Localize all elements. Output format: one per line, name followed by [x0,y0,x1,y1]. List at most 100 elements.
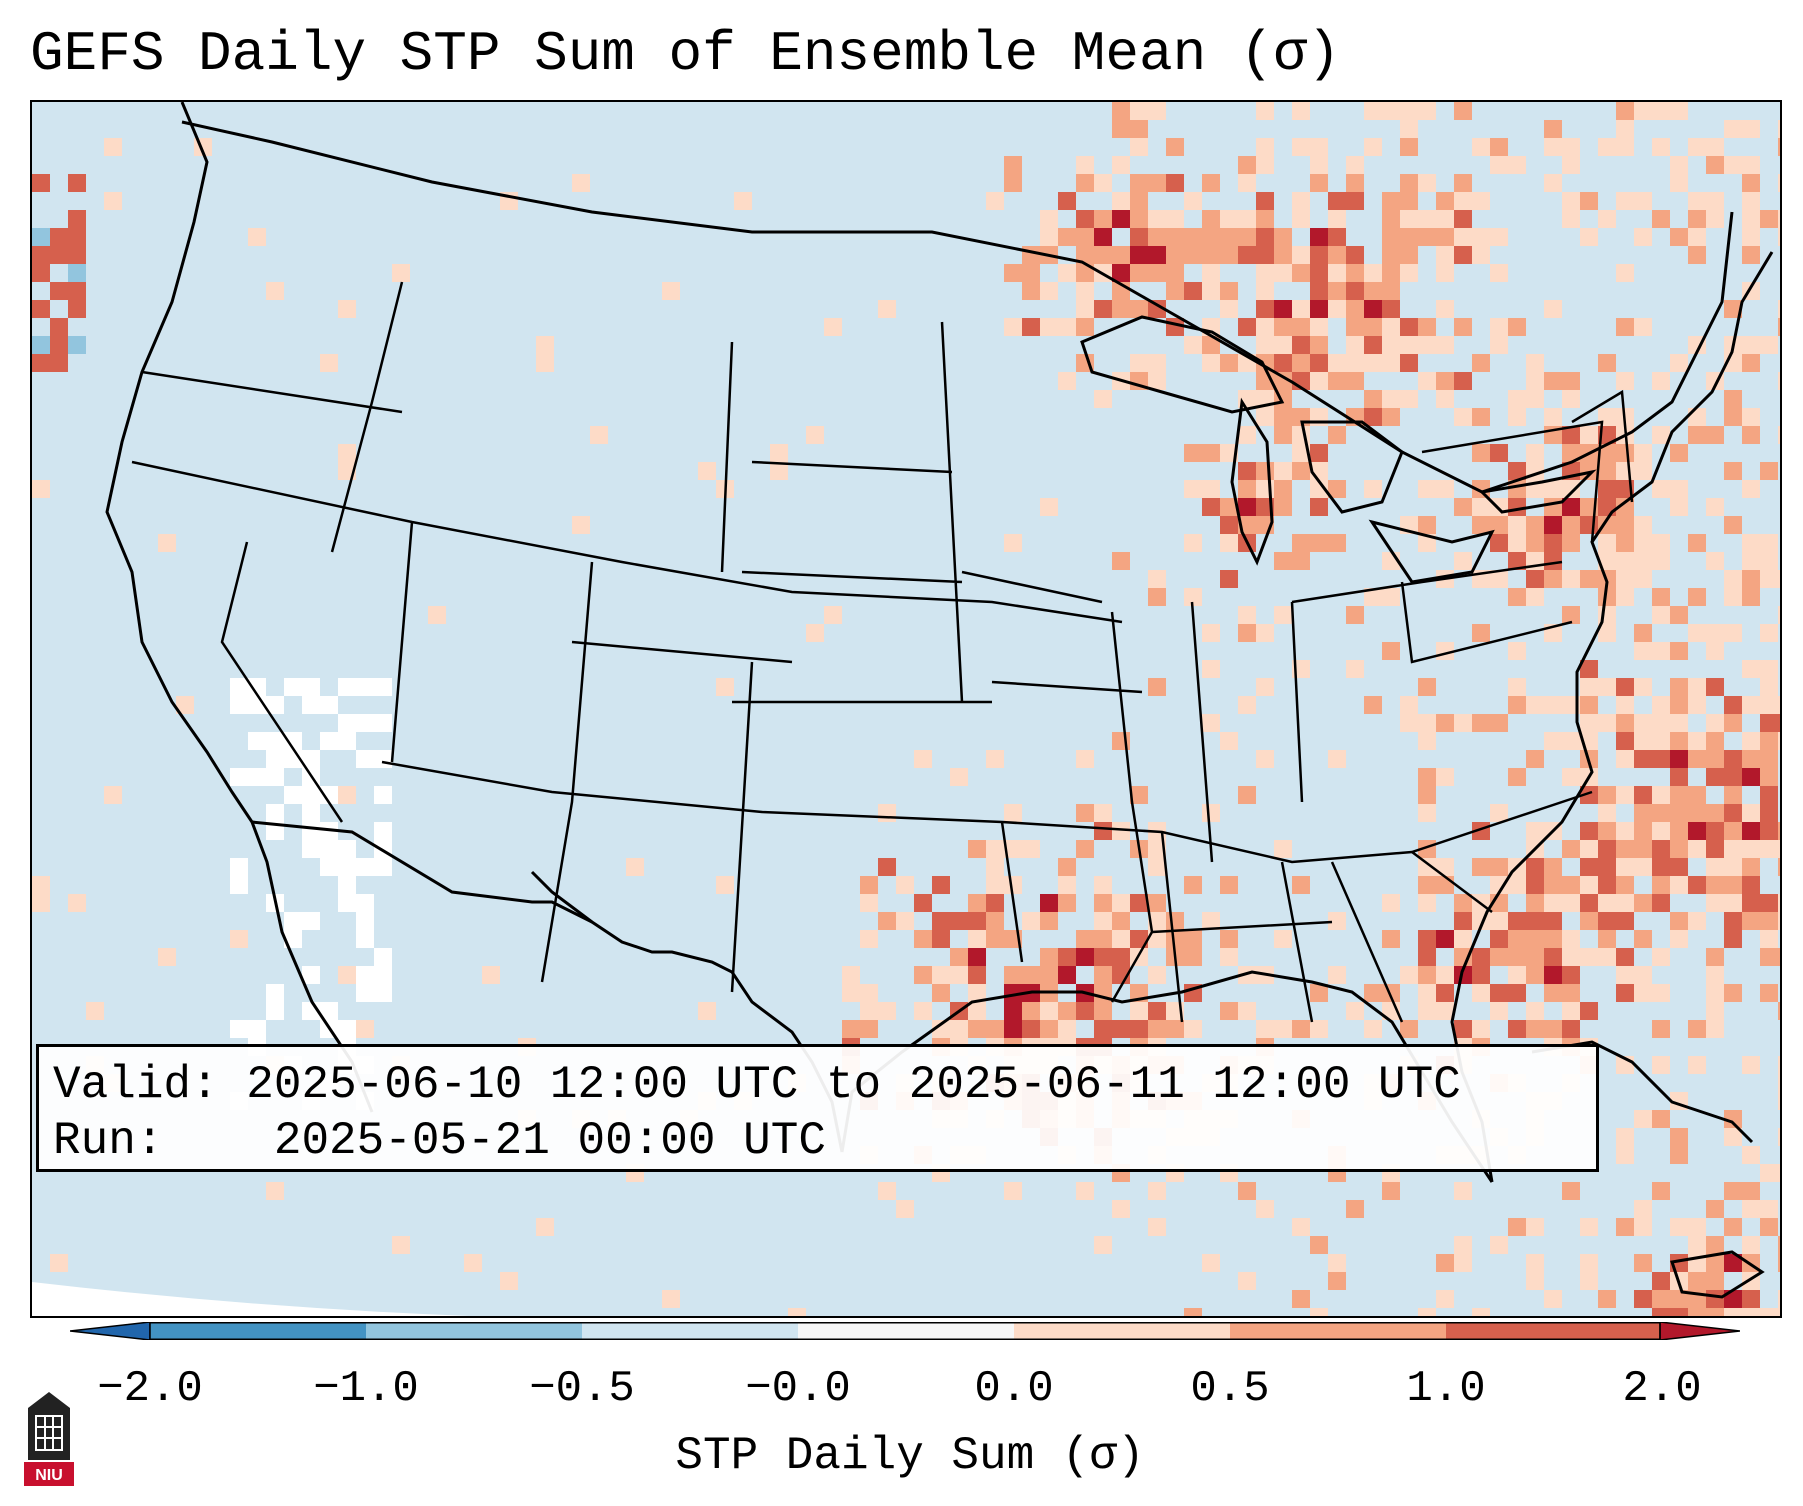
stp-cell [1436,336,1454,354]
stp-cell [896,876,914,894]
stp-cell [1202,228,1220,246]
stp-cell [1580,696,1598,714]
stp-cell [878,1182,896,1200]
stp-cell [1310,300,1328,318]
stp-cell [302,678,320,696]
stp-cell [932,1020,950,1038]
stp-cell [1706,876,1724,894]
stp-cell [1094,1020,1112,1038]
stp-cell [806,624,824,642]
stp-cell [1706,894,1724,912]
stp-cell [1616,786,1634,804]
mexico-border [251,820,593,924]
stp-cell [968,1002,986,1020]
stp-cell [1256,210,1274,228]
stp-cell [1742,534,1760,552]
stp-cell [1508,1020,1526,1038]
stp-cell [1400,210,1418,228]
stp-cell [1562,516,1580,534]
stp-cell [1130,210,1148,228]
stp-cell [986,876,1004,894]
stp-cell [1148,894,1166,912]
stp-cell [1472,408,1490,426]
stp-cell [1688,822,1706,840]
stp-cell [1724,840,1742,858]
stp-cell [1364,984,1382,1002]
stp-cell [230,1020,248,1038]
stp-cell [1238,246,1256,264]
stp-cell [1094,948,1112,966]
stp-cell [1472,228,1490,246]
stp-cell [1760,840,1778,858]
stp-cell [104,138,122,156]
stp-cell [1382,318,1400,336]
stp-cell [1040,498,1058,516]
stp-cell [1490,336,1508,354]
stp-cell [374,786,392,804]
stp-cell [1472,138,1490,156]
stp-cell [338,1020,356,1038]
stp-cell [356,984,374,1002]
stp-cell [932,876,950,894]
stp-cell [1760,912,1778,930]
stp-cell [320,354,338,372]
stp-cell [1562,606,1580,624]
stp-cell [1634,1254,1652,1272]
stp-cell [1508,984,1526,1002]
stp-cell [1580,786,1598,804]
stp-cell [1652,822,1670,840]
stp-cell [320,732,338,750]
stp-cell [1706,624,1724,642]
stp-cell [1418,804,1436,822]
stp-cell [1670,840,1688,858]
stp-cell [1634,1290,1652,1308]
stp-cell [1148,858,1166,876]
stp-cell [1778,606,1780,624]
projection-outside-area [32,1282,470,1316]
stp-cell [1544,876,1562,894]
stp-cell [1688,426,1706,444]
stp-cell [1526,696,1544,714]
stp-cell [1382,282,1400,300]
stp-cell [1274,246,1292,264]
stp-cell [1346,264,1364,282]
stp-cell [1112,1020,1130,1038]
stp-cell [1094,876,1112,894]
stp-cell [1112,300,1130,318]
stp-cell [1454,552,1472,570]
stp-cell [50,354,68,372]
stp-cell [1292,534,1310,552]
stp-cell [1112,912,1130,930]
stp-cell [266,1002,284,1020]
stp-cell [1616,138,1634,156]
stp-cell [1580,894,1598,912]
colorbar-tick: 0.5 [1190,1364,1270,1414]
stp-cell [1724,768,1742,786]
stp-cell [50,282,68,300]
stp-cell [1058,372,1076,390]
stp-cell [1112,210,1130,228]
stp-cell [1670,228,1688,246]
stp-cell [1274,1020,1292,1038]
stp-cell [1094,1236,1112,1254]
stp-cell [1274,408,1292,426]
stp-cell [1184,876,1202,894]
stp-cell [1598,822,1616,840]
stp-cell [1508,948,1526,966]
stp-cell [1184,336,1202,354]
stp-cell [1418,894,1436,912]
stp-cell [1706,1200,1724,1218]
stp-cell [1634,642,1652,660]
stp-cell [428,606,446,624]
stp-cell [932,966,950,984]
stp-cell [1616,1218,1634,1236]
stp-cell [1562,1182,1580,1200]
stp-cell [1724,894,1742,912]
stp-cell [1004,984,1022,1002]
stp-cell [1076,156,1094,174]
stp-cell [1400,102,1418,120]
stp-cell [1454,1254,1472,1272]
stp-cell [1616,822,1634,840]
stp-cell [1742,1056,1760,1074]
stp-cell [1310,1308,1328,1316]
